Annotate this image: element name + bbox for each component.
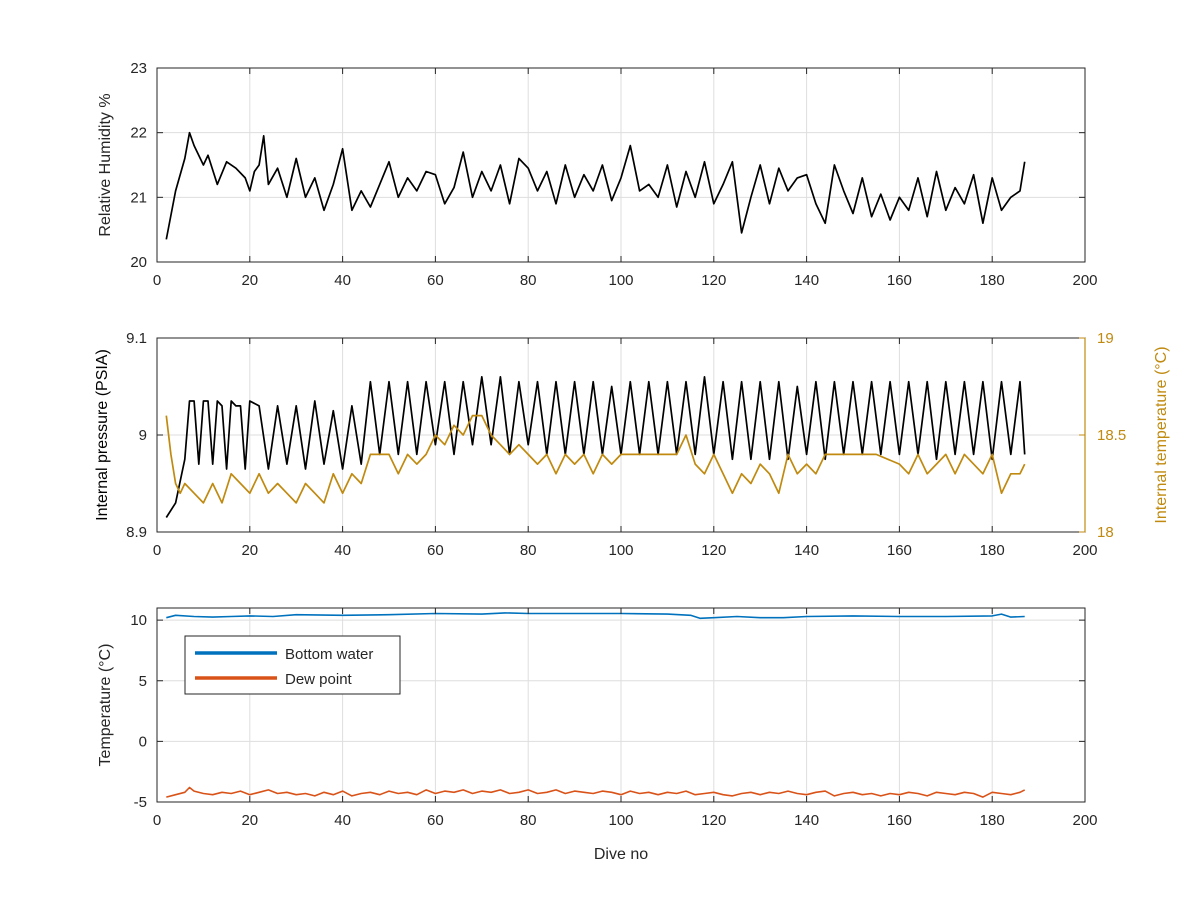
y-tick-label-right: 18.5 <box>1097 427 1126 444</box>
x-tick-label: 40 <box>334 812 351 829</box>
y-tick-label: 9.1 <box>126 330 147 347</box>
humidity-axes: 0 20 40 60 80 100 120 140 160 180 200 20 21 22 23 Relat… <box>97 60 1098 289</box>
x-tick-label: 200 <box>1072 272 1097 289</box>
series-line-series-1 <box>165 131 1026 240</box>
x-tick-label: 140 <box>794 542 819 559</box>
legend: Bottom water Dew point <box>184 635 401 695</box>
x-axis-label: Dive no <box>594 846 648 863</box>
y-tick-label: -5 <box>134 794 147 811</box>
x-tick-label: 180 <box>980 542 1005 559</box>
x-tick-label: 100 <box>608 542 633 559</box>
x-tick-label: 120 <box>701 812 726 829</box>
temperature-axes: 0 20 40 60 80 100 120 140 160 180 200 -5 0 5 10 Tempera… <box>97 607 1098 863</box>
x-tick-label: 160 <box>887 272 912 289</box>
x-tick-label: 80 <box>520 812 537 829</box>
y-tick-label-right: 18 <box>1097 524 1114 541</box>
y-tick-label: 9 <box>139 427 147 444</box>
x-tick-label: 20 <box>241 812 258 829</box>
x-tick-label: 20 <box>241 272 258 289</box>
x-tick-label: 160 <box>887 812 912 829</box>
y-axis-label: Internal pressure (PSIA) <box>94 349 111 521</box>
y-axis-label: Temperature (°C) <box>97 644 114 767</box>
legend-box <box>184 635 401 695</box>
y-tick-label: 21 <box>130 189 147 206</box>
x-tick-label: 140 <box>794 812 819 829</box>
x-tick-label: 20 <box>241 542 258 559</box>
x-tick-label: 60 <box>427 812 444 829</box>
x-tick-label: 160 <box>887 542 912 559</box>
legend-label: Bottom water <box>285 646 373 663</box>
x-tick-label: 80 <box>520 272 537 289</box>
x-tick-label: 100 <box>608 272 633 289</box>
x-tick-label: 60 <box>427 272 444 289</box>
x-tick-label: 120 <box>701 542 726 559</box>
y-tick-label: 8.9 <box>126 524 147 541</box>
y-tick-label: 10 <box>130 612 147 629</box>
x-tick-label: 60 <box>427 542 444 559</box>
x-tick-label: 200 <box>1072 812 1097 829</box>
x-tick-label: 40 <box>334 272 351 289</box>
y-tick-label: 0 <box>139 733 147 750</box>
pressure-temperature-axes: 0 20 40 60 80 100 120 140 160 180 200 8.9 9 9.1 Intern… <box>94 330 1170 559</box>
series-line-series-2 <box>165 414 1026 504</box>
x-tick-label: 0 <box>153 542 161 559</box>
series-line-dew-point <box>166 786 1026 798</box>
y-tick-label: 5 <box>139 673 147 690</box>
y-axis-label-right: Internal temperature (°C) <box>1153 346 1170 523</box>
x-tick-label: 100 <box>608 812 633 829</box>
legend-label: Dew point <box>285 671 353 688</box>
y-tick-label: 23 <box>130 60 147 77</box>
x-tick-label: 180 <box>980 812 1005 829</box>
x-tick-label: 0 <box>153 272 161 289</box>
x-tick-label: 140 <box>794 272 819 289</box>
y-axis-label: Relative Humidity % <box>97 93 114 236</box>
y-tick-label-right: 19 <box>1097 330 1114 347</box>
x-tick-label: 40 <box>334 542 351 559</box>
x-tick-label: 120 <box>701 272 726 289</box>
x-tick-label: 0 <box>153 812 161 829</box>
x-tick-label: 180 <box>980 272 1005 289</box>
y-tick-label: 20 <box>130 254 147 271</box>
y-tick-label: 22 <box>130 125 147 142</box>
x-tick-label: 80 <box>520 542 537 559</box>
x-tick-label: 200 <box>1072 542 1097 559</box>
